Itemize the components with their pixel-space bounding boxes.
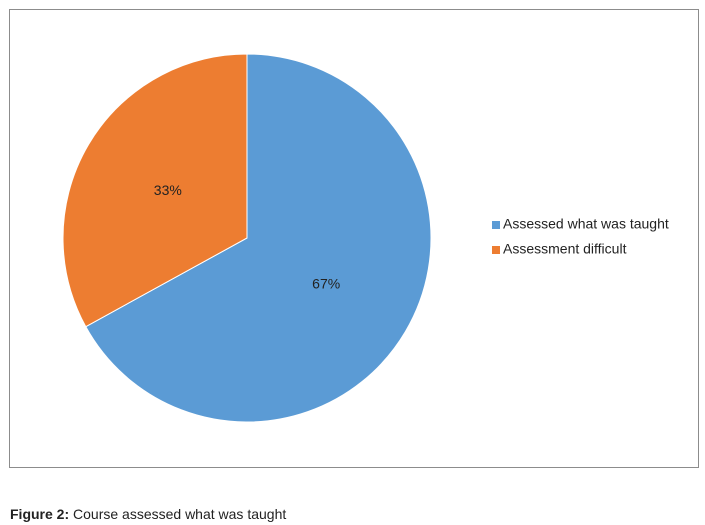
legend-swatch [492,246,500,254]
chart: 67% 33% Assessed what was taught Assessment… [9,9,699,468]
caption-label: Figure 2: [10,506,70,522]
data-label: 67% [312,276,340,292]
legend-swatch [492,221,500,229]
figure-caption: Figure 2: Course assessed what was taugh… [10,506,286,522]
caption-text: Course assessed what was taught [73,506,287,522]
pie-slice [85,53,432,423]
legend-label: Assessed what was taught [503,216,669,232]
legend-label: Assessment difficult [503,241,627,257]
data-label: 33% [154,182,182,198]
pie-slice [62,53,248,328]
